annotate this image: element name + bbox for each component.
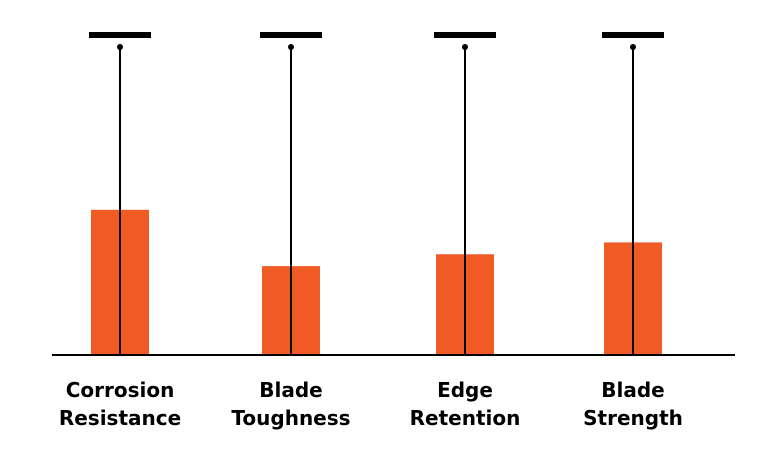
category-labels-group: Corrosion Resistance Blade Toughness Edge Ret… (59, 378, 683, 430)
stem-dot-1 (288, 44, 294, 50)
stem-dot-2 (462, 44, 468, 50)
stems-group (89, 32, 664, 355)
category-label-0: Corrosion Resistance (59, 378, 181, 430)
category-label-3: Blade Strength (583, 378, 683, 430)
category-label-3-line-1: Strength (583, 406, 683, 430)
category-label-2-line-1: Retention (410, 406, 521, 430)
stem-dot-3 (630, 44, 636, 50)
category-label-0-line-0: Corrosion (66, 378, 175, 402)
bars-group (91, 209, 662, 355)
category-label-0-line-1: Resistance (59, 406, 181, 430)
category-label-2-line-0: Edge (437, 378, 493, 402)
category-label-3-line-0: Blade (601, 378, 664, 402)
category-label-1-line-0: Blade (259, 378, 322, 402)
cap-marker-1 (260, 32, 322, 38)
cap-marker-0 (89, 32, 151, 38)
stem-dot-0 (117, 44, 123, 50)
cap-marker-3 (602, 32, 664, 38)
cap-marker-2 (434, 32, 496, 38)
category-label-1-line-1: Toughness (231, 406, 350, 430)
category-label-2: Edge Retention (410, 378, 521, 430)
category-label-1: Blade Toughness (231, 378, 350, 430)
